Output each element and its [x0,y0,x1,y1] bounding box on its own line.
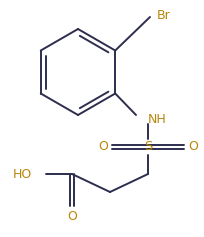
Text: NH: NH [148,113,167,126]
Text: O: O [67,210,77,223]
Text: Br: Br [157,9,171,22]
Text: HO: HO [13,168,32,181]
Text: O: O [188,141,198,154]
Text: S: S [144,141,152,154]
Text: O: O [98,141,108,154]
